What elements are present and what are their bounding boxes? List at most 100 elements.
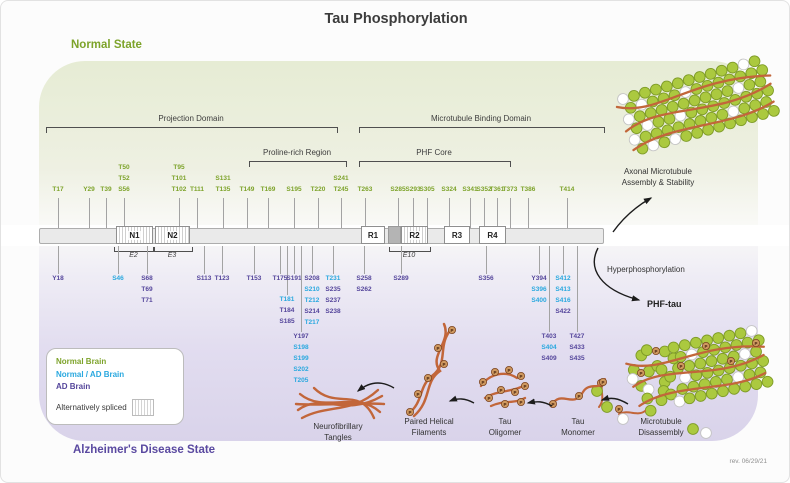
site-tick [364,246,365,274]
ad-state-label: Alzheimer's Disease State [73,444,216,456]
site-label-t69: T69 [141,286,153,293]
site-label-s422: S422 [555,308,571,315]
phospho-badge: P [496,385,505,394]
site-label-s412: S412 [555,275,571,282]
site-tick [312,246,313,274]
hyperphosphorylation-label: Hyperphosphorylation [607,265,685,274]
phospho-badge: P [500,400,509,409]
site-tick [333,246,334,274]
phospho-badge: P [423,374,432,383]
site-tick [294,246,295,274]
phospho-badge: P [702,341,711,350]
site-tick [563,246,564,274]
domain-box-n2: N2 [155,226,190,244]
site-label-t212: T212 [304,297,320,304]
site-tick [124,198,125,228]
svg-text:P: P [416,392,419,397]
svg-text:P: P [639,371,642,376]
site-label-s356: S356 [478,275,494,282]
site-tick [147,246,148,274]
microtubule-assembled-icon [615,55,780,155]
svg-text:P: P [503,402,506,407]
axonal-assembly-label: Axonal Microtubule Assembly & Stability [621,167,695,187]
site-label-t217: T217 [304,319,320,326]
site-tick [427,198,428,228]
site-label-s191: S191 [286,275,302,282]
site-label-s131: S131 [215,175,231,182]
phospho-badge: P [574,391,583,400]
site-label-t184: T184 [279,307,295,314]
site-label-s293: S293 [405,186,421,193]
site-tick [365,198,366,228]
domain-bracket [359,161,511,167]
site-label-t50: T50 [118,164,130,171]
site-label-s285: S285 [390,186,406,193]
phospho-badge: P [434,343,443,352]
svg-text:P: P [519,374,522,379]
site-label-t175: T175 [272,275,288,282]
svg-text:P: P [499,388,502,393]
site-label-t245: T245 [333,186,349,193]
site-tick [341,198,342,228]
site-label-t39: T39 [100,186,112,193]
site-label-t220: T220 [310,186,326,193]
site-label-s433: S433 [569,344,585,351]
site-label-y197: Y197 [293,333,309,340]
site-label-s400: S400 [531,297,547,304]
site-tick [223,198,224,228]
svg-text:P: P [617,407,620,412]
site-label-s258: S258 [356,275,372,282]
site-label-t111: T111 [189,186,205,193]
phospho-badge: P [652,346,661,355]
phospho-badge: P [448,326,457,334]
site-tick [204,246,205,274]
exon-bracket [389,247,431,252]
site-label-t205: T205 [293,377,309,384]
site-label-t95: T95 [173,164,185,171]
domain-box-n1: N1 [116,226,153,244]
phospho-badge: P [751,338,760,347]
exon-bracket [153,247,193,252]
site-label-s185: S185 [279,318,295,325]
phospho-badge: P [599,378,608,386]
site-tick [179,198,180,228]
site-label-s409: S409 [541,355,557,362]
phospho-badge: P [637,369,646,378]
svg-text:P: P [601,380,604,385]
phospho-badge: P [440,360,449,369]
site-label-y18: Y18 [52,275,64,282]
site-label-s262: S262 [356,286,372,293]
normal-state-label: Normal State [71,39,142,51]
site-tick [118,246,119,274]
site-tick [89,198,90,228]
site-label-s195: S195 [286,186,302,193]
revision-date: rev. 06/29/21 [729,458,767,465]
site-label-t231: T231 [325,275,341,282]
site-label-t169: T169 [260,186,276,193]
site-label-s214: S214 [304,308,320,315]
site-label-s404: S404 [541,344,557,351]
legend: Normal Brain Normal / AD Brain AD Brain … [46,348,184,425]
site-tick [301,246,302,332]
site-label-s435: S435 [569,355,585,362]
site-tick [484,198,485,228]
site-tick [539,246,540,274]
phospho-badge: P [517,371,526,380]
svg-text:P: P [436,346,439,351]
svg-text:P: P [523,384,526,389]
tau-monomer-label: Tau Monomer [561,417,595,437]
site-label-t17: T17 [52,186,64,193]
legend-ad-brain: AD Brain [56,382,91,391]
site-label-s416: S416 [555,297,571,304]
exon-label: E2 [129,252,138,259]
domain-bracket [249,161,347,167]
svg-text:P: P [493,370,496,375]
site-label-t52: T52 [118,175,130,182]
site-tick [294,198,295,228]
site-label-t135: T135 [215,186,231,193]
site-tick [577,246,578,332]
legend-alt-spliced-label: Alternatively spliced [56,402,127,412]
site-label-s202: S202 [293,366,309,373]
